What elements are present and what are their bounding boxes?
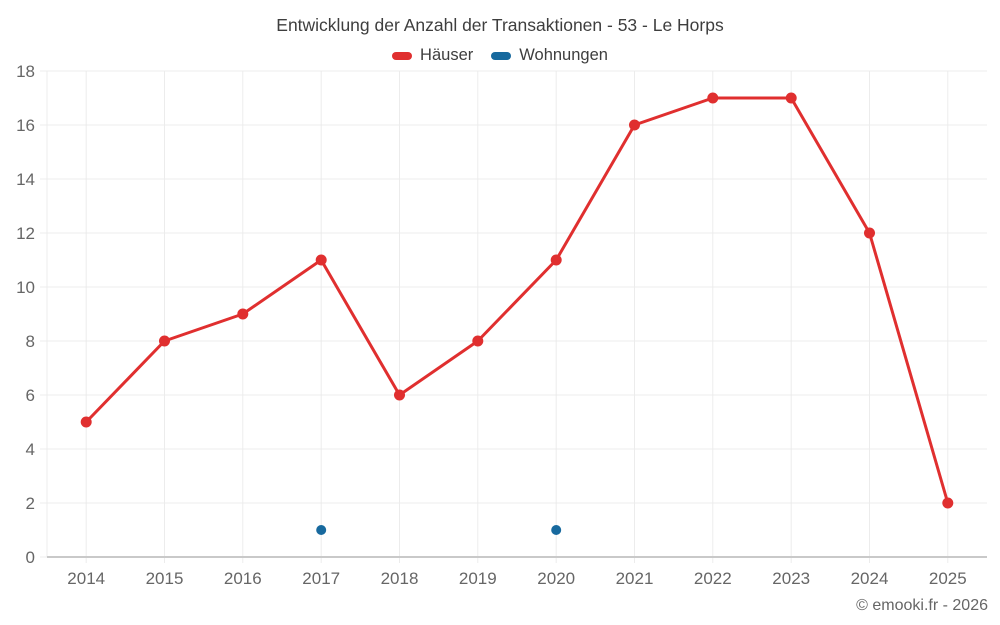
svg-text:2014: 2014 bbox=[67, 569, 105, 588]
svg-text:2018: 2018 bbox=[381, 569, 419, 588]
svg-text:8: 8 bbox=[26, 332, 35, 351]
svg-text:2025: 2025 bbox=[929, 569, 967, 588]
svg-text:2017: 2017 bbox=[302, 569, 340, 588]
legend-label-hauser: Häuser bbox=[420, 46, 474, 64]
chart-legend: Häuser Wohnungen bbox=[0, 46, 1000, 65]
legend-item-wohnungen[interactable]: Wohnungen bbox=[491, 46, 608, 65]
svg-text:2015: 2015 bbox=[146, 569, 184, 588]
svg-text:2024: 2024 bbox=[851, 569, 889, 588]
svg-text:2019: 2019 bbox=[459, 569, 497, 588]
svg-text:4: 4 bbox=[26, 440, 35, 459]
svg-text:16: 16 bbox=[16, 116, 35, 135]
svg-text:2021: 2021 bbox=[616, 569, 654, 588]
copyright-text: © emooki.fr - 2026 bbox=[856, 597, 988, 614]
svg-text:6: 6 bbox=[26, 386, 35, 405]
legend-item-hauser[interactable]: Häuser bbox=[392, 46, 473, 65]
chart-title: Entwicklung der Anzahl der Transaktionen… bbox=[276, 15, 724, 35]
svg-text:2022: 2022 bbox=[694, 569, 732, 588]
svg-text:18: 18 bbox=[16, 62, 35, 81]
svg-text:12: 12 bbox=[16, 224, 35, 243]
svg-text:14: 14 bbox=[16, 170, 35, 189]
svg-text:10: 10 bbox=[16, 278, 35, 297]
svg-text:0: 0 bbox=[26, 548, 35, 567]
legend-swatch-wohnungen-icon bbox=[491, 51, 512, 60]
legend-label-wohnungen: Wohnungen bbox=[519, 46, 608, 64]
legend-swatch-hauser-icon bbox=[392, 51, 413, 60]
svg-text:2016: 2016 bbox=[224, 569, 262, 588]
svg-text:2020: 2020 bbox=[537, 569, 575, 588]
svg-text:2: 2 bbox=[26, 494, 35, 513]
svg-text:2023: 2023 bbox=[772, 569, 810, 588]
